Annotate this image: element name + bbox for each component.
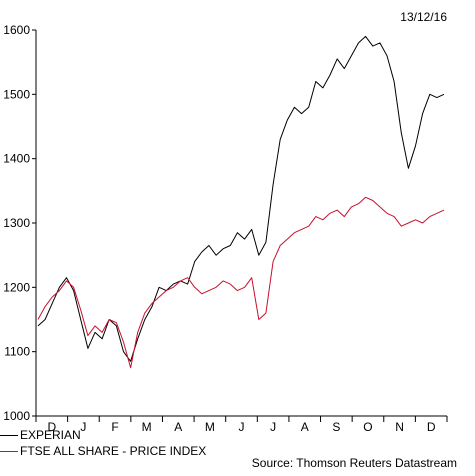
x-tick-label: D <box>47 420 56 434</box>
x-tick-label: O <box>363 420 372 434</box>
source-label: Source: Thomson Reuters Datastream <box>251 456 457 470</box>
legend-label-ftse: FTSE ALL SHARE - PRICE INDEX <box>20 444 207 458</box>
legend-swatch-experian <box>0 434 18 436</box>
legend: EXPERIAN FTSE ALL SHARE - PRICE INDEX <box>0 427 206 459</box>
series-line-experian <box>37 35 445 362</box>
x-tick-label: N <box>395 420 404 434</box>
legend-swatch-ftse <box>0 450 18 452</box>
series-line-ftse-all-share <box>37 196 445 369</box>
legend-label-experian: EXPERIAN <box>20 428 81 442</box>
y-axis: 1000 1100 1200 1300 1400 1500 1600 <box>3 23 37 423</box>
y-tick-label: 1100 <box>4 345 30 359</box>
x-tick-label: A <box>174 420 182 434</box>
y-tick-label: 1400 <box>3 152 30 166</box>
x-tick-label: J <box>239 420 245 434</box>
y-tick-label: 1200 <box>3 280 30 294</box>
x-tick-label: D <box>427 420 436 434</box>
y-tick-label: 1600 <box>3 23 30 37</box>
x-tick-label: J <box>80 420 86 434</box>
date-label: 13/12/16 <box>400 10 447 24</box>
x-tick-label: J <box>270 420 276 434</box>
x-tick-label: S <box>332 420 340 434</box>
x-tick-label: A <box>301 420 309 434</box>
y-tick-label: 1300 <box>3 216 30 230</box>
y-tick-label: 1000 <box>3 409 30 423</box>
y-tick-label: 1500 <box>3 87 30 101</box>
x-tick-label: M <box>205 420 215 434</box>
legend-item-ftse: FTSE ALL SHARE - PRICE INDEX <box>0 443 206 459</box>
legend-item-experian: EXPERIAN <box>0 427 206 443</box>
series-layer <box>37 35 445 369</box>
x-tick-label: F <box>111 420 118 434</box>
x-tick-label: M <box>142 420 152 434</box>
